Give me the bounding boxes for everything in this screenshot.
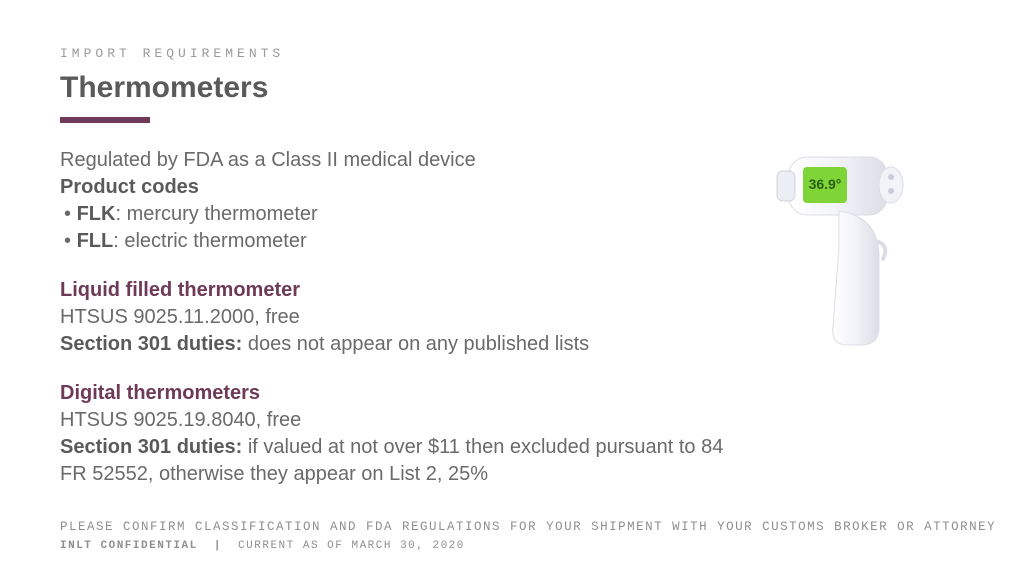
footer-disclaimer: PLEASE CONFIRM CLASSIFICATION AND FDA RE… xyxy=(60,520,996,534)
section-heading: Digital thermometers xyxy=(60,380,744,407)
display-value: 36.9° xyxy=(809,176,842,192)
duties-line: Section 301 duties: does not appear on a… xyxy=(60,331,744,358)
footer-separator: | xyxy=(214,540,222,552)
title-rule xyxy=(60,117,150,123)
slide: IMPORT REQUIREMENTS Thermometers Regulat… xyxy=(0,0,1024,576)
code-desc: : electric thermometer xyxy=(113,230,306,252)
footer-date: CURRENT AS OF MARCH 30, 2020 xyxy=(238,540,465,552)
list-item: FLK: mercury thermometer xyxy=(64,201,744,228)
duties-label: Section 301 duties: xyxy=(60,333,242,355)
product-codes-list: FLK: mercury thermometer FLL: electric t… xyxy=(64,201,744,255)
footer-brand: INLT CONFIDENTIAL xyxy=(60,540,198,552)
list-item: FLL: electric thermometer xyxy=(64,228,744,255)
product-codes-label: Product codes xyxy=(60,174,744,201)
page-title: Thermometers xyxy=(60,71,964,105)
content-row: Regulated by FDA as a Class II medical d… xyxy=(60,147,964,488)
duties-text: does not appear on any published lists xyxy=(242,333,589,355)
code: FLK xyxy=(77,203,116,225)
code: FLL xyxy=(77,230,114,252)
code-desc: : mercury thermometer xyxy=(115,203,317,225)
section-heading: Liquid filled thermometer xyxy=(60,277,744,304)
regulation-line: Regulated by FDA as a Class II medical d… xyxy=(60,147,744,174)
thermometer-icon: 36.9° xyxy=(769,147,939,357)
image-column: 36.9° xyxy=(744,147,964,488)
footer: PLEASE CONFIRM CLASSIFICATION AND FDA RE… xyxy=(60,520,996,552)
footer-meta: INLT CONFIDENTIAL | CURRENT AS OF MARCH … xyxy=(60,540,996,552)
duties-line: Section 301 duties: if valued at not ove… xyxy=(60,434,744,488)
duties-label: Section 301 duties: xyxy=(60,436,242,458)
htsus-line: HTSUS 9025.11.2000, free xyxy=(60,304,744,331)
text-column: Regulated by FDA as a Class II medical d… xyxy=(60,147,744,488)
eyebrow: IMPORT REQUIREMENTS xyxy=(60,46,964,61)
htsus-line: HTSUS 9025.19.8040, free xyxy=(60,407,744,434)
